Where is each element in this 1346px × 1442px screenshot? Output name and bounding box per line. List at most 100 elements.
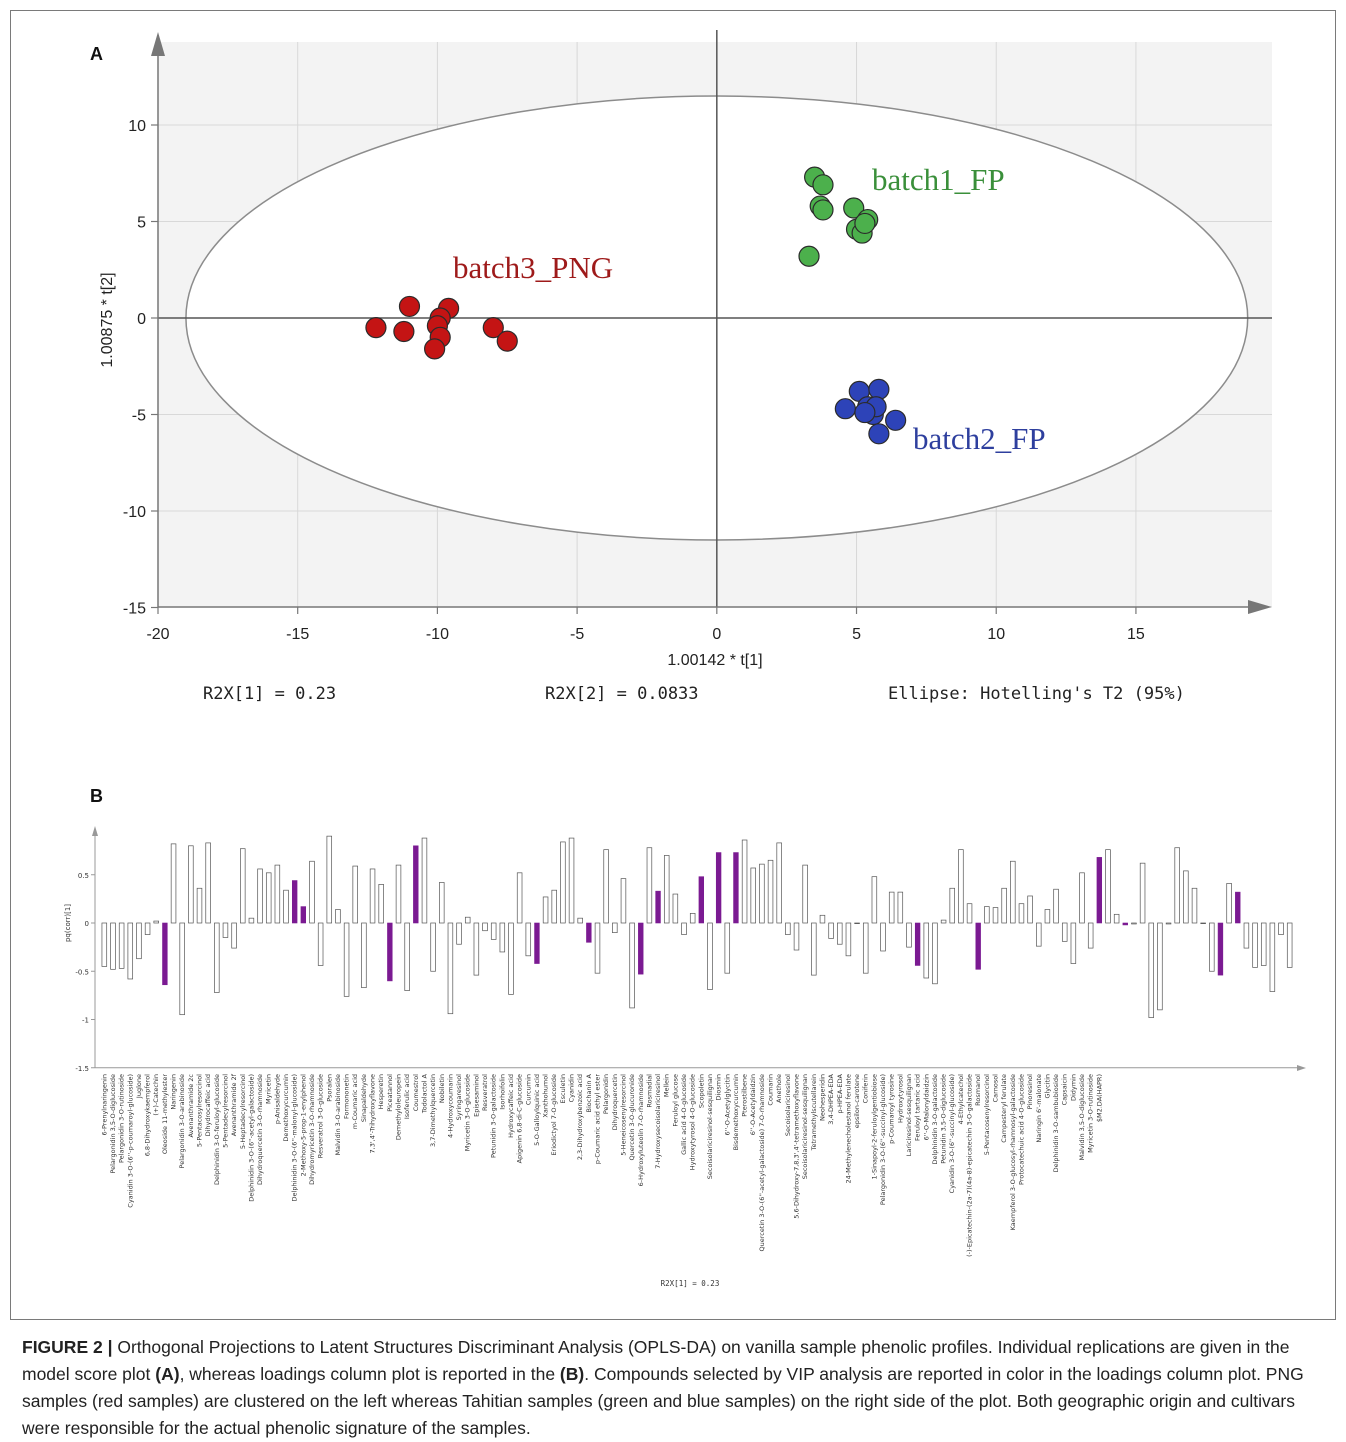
loading-bar: [1018, 903, 1025, 924]
category-label: p-Anisaldehyde: [273, 1074, 281, 1124]
loading-bar: [776, 842, 782, 924]
loading-bar: [577, 917, 583, 924]
loading-bar: [750, 867, 756, 924]
y-tick-label: -5: [132, 408, 146, 425]
loading-bar: [153, 920, 159, 924]
category-label: Syringaresinol: [455, 1074, 463, 1120]
category-label: p-Coumaroyl tyrosine: [888, 1074, 896, 1144]
category-label: Psoralen: [325, 1074, 333, 1102]
data-point: [393, 320, 415, 343]
loading-bar: [144, 922, 151, 935]
category-label: Esculetin: [559, 1074, 567, 1103]
loading-bar: [906, 922, 912, 948]
x-tick-label: -15: [286, 626, 309, 643]
loading-bar: [516, 872, 523, 924]
loading-bar: [490, 922, 497, 940]
loading-bar: [1252, 922, 1258, 968]
category-label: Delphinidin 3-O-(6''-acetyl-galactoside): [247, 1074, 255, 1202]
loading-bar: [1105, 849, 1111, 924]
category-label: Dihydromyricetin 3-O-rhamnoside: [308, 1074, 316, 1185]
loading-bar: [759, 863, 765, 924]
y-tick-label: -15: [123, 601, 146, 618]
category-label: Pelargonidin 3-O-(6''-succinyl-glucoside…: [879, 1074, 887, 1205]
loading-bar: [542, 896, 549, 924]
category-label: Hydroxytyrosol 4-O-glucoside: [689, 1074, 697, 1170]
loading-bar: [404, 922, 410, 991]
footer-stat: Ellipse: Hotelling's T2 (95%): [888, 684, 1185, 704]
category-label: Oleoside 11-methylester: [161, 1074, 169, 1154]
data-point: [424, 338, 446, 360]
loading-bar: [984, 906, 990, 924]
category-label: 7,3',4'-Trihydroxyflavone: [369, 1074, 377, 1153]
category-label: Delphinidin 3-O-feruloyl-glucoside: [213, 1074, 221, 1185]
data-point: [868, 423, 890, 445]
category-label: Eriodictyol 7-O-glucoside: [550, 1074, 558, 1156]
loading-bar: [439, 882, 445, 924]
loading-bar: [1010, 860, 1016, 924]
category-label: Scopoletin: [697, 1074, 705, 1108]
category-label: Naringin 6'-malonate: [1035, 1074, 1043, 1143]
panel-label-a: A: [90, 44, 103, 64]
loading-bar: [1027, 895, 1033, 924]
category-label: Carnosol: [992, 1074, 1000, 1103]
loading-bar: [802, 864, 808, 924]
x-tick-label: 5: [852, 626, 861, 643]
category-label: Biochanin A: [585, 1073, 593, 1112]
loading-bar: [741, 839, 748, 924]
category-label: 3,7-Dimethylquercetin: [429, 1074, 437, 1147]
category-label: Lariciresinol-sesquilignan: [905, 1074, 913, 1156]
loading-bar: [629, 922, 635, 1009]
data-point: [398, 295, 421, 318]
loading-bar: [1061, 922, 1068, 942]
y-tick-label: -10: [123, 504, 146, 521]
category-label: 5-Pentacosylresorcinol: [196, 1074, 204, 1147]
loading-bar: [603, 849, 609, 924]
loading-bar: [897, 891, 904, 924]
category-label: Rosmadial: [645, 1074, 653, 1108]
loading-bar: [845, 922, 852, 957]
loading-bar: [525, 922, 532, 957]
category-label: Myricetin 3-O-rutinoside: [1087, 1074, 1095, 1153]
loading-bar: [568, 837, 575, 924]
category-label: 4-Hydroxycoumarin: [446, 1074, 454, 1138]
category-label: Sinapaldehyde: [360, 1074, 368, 1122]
loading-bar: [265, 872, 272, 924]
category-label: Avenanthramide 2f: [230, 1073, 238, 1136]
loading-bar: [1165, 922, 1172, 925]
loading-bar: [862, 922, 869, 974]
loading-bar: [369, 868, 376, 924]
category-label: Hydroxycaffeic acid: [507, 1074, 515, 1138]
caption-text-3: . Compounds selected by VIP analysis are…: [22, 1364, 1304, 1438]
loading-bar: [871, 876, 878, 924]
x-tick-label: -20: [146, 626, 169, 643]
loading-bar: [923, 922, 930, 979]
category-label: Myricetin 3-O-glucoside: [464, 1074, 472, 1151]
loading-bar: [1260, 922, 1267, 966]
category-label: 5-Pentadecylresorcinol: [221, 1074, 229, 1148]
vip-bar: [975, 922, 981, 970]
loading-bar: [1183, 870, 1189, 924]
category-label: Hydroxytyrosol: [896, 1074, 904, 1123]
category-label: 7-Hydroxysecoisolariciresinol: [654, 1074, 662, 1169]
category-label: 5-Heptadecylresorcinol: [239, 1074, 247, 1149]
loading-bar: [421, 837, 428, 924]
loading-bar: [110, 922, 116, 970]
category-label: 2-Methoxy-5-prop-1-enylphenol: [299, 1074, 307, 1177]
loading-bar: [482, 922, 488, 932]
category-label: Delphinidin 3-O-sambubioside: [1052, 1074, 1060, 1172]
x-tick-label: -10: [426, 626, 449, 643]
loading-bar: [1191, 887, 1198, 924]
data-point: [812, 174, 834, 196]
category-label: 5-Pentacosenylresorcinol: [983, 1074, 991, 1155]
category-label: epsilon-carotene: [853, 1074, 861, 1128]
category-label: Feruloyl tartaric acid: [914, 1074, 922, 1141]
loading-bar: [880, 922, 886, 952]
loading-bar: [395, 864, 402, 924]
loading-bar: [473, 922, 480, 976]
caption-bold-a: (A): [155, 1364, 180, 1384]
y-tick-label: 0: [137, 311, 146, 328]
loading-bar: [811, 922, 817, 976]
category-label: Didymin: [1069, 1074, 1077, 1101]
category-label: Cyanidin 3-O-(6''-succinyl-glucoside): [948, 1074, 956, 1193]
category-label: Dihydroquercetin: [611, 1074, 619, 1130]
